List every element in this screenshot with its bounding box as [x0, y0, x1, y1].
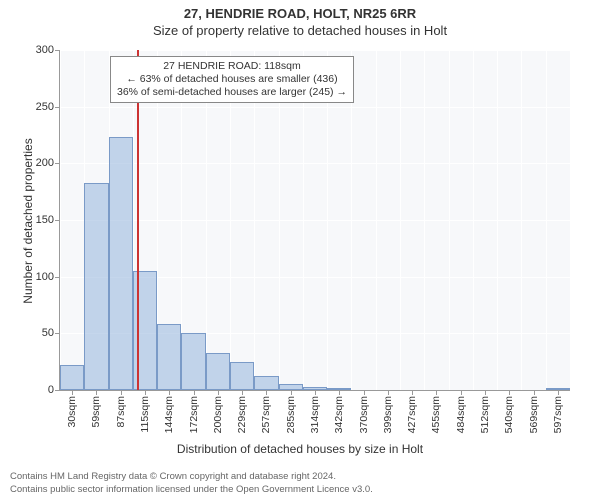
footer-line2: Contains public sector information licen… [10, 484, 373, 496]
x-tick-label: 427sqm [406, 396, 418, 433]
footer-line1: Contains HM Land Registry data © Crown c… [10, 471, 373, 483]
x-tick-label: 257sqm [260, 396, 272, 433]
y-tick-label: 300 [0, 44, 54, 56]
histogram-bar [206, 353, 230, 390]
footer-attribution: Contains HM Land Registry data © Crown c… [10, 471, 373, 496]
chart-title-main: 27, HENDRIE ROAD, HOLT, NR25 6RR [0, 0, 600, 21]
chart-container: 27, HENDRIE ROAD, HOLT, NR25 6RR Size of… [0, 0, 600, 500]
x-tick-label: 87sqm [115, 396, 127, 428]
x-tick-label: 455sqm [430, 396, 442, 433]
annotation-line3: 36% of semi-detached houses are larger (… [117, 86, 347, 99]
x-tick-label: 342sqm [333, 396, 345, 433]
histogram-bar [254, 376, 278, 390]
x-tick-label: 30sqm [66, 396, 78, 428]
x-tick-label: 484sqm [455, 396, 467, 433]
x-tick-label: 172sqm [188, 396, 200, 433]
histogram-bar [109, 137, 133, 390]
x-tick-label: 597sqm [552, 396, 564, 433]
annotation-line1: 27 HENDRIE ROAD: 118sqm [117, 60, 347, 73]
plot-area: 27 HENDRIE ROAD: 118sqm ← 63% of detache… [60, 50, 570, 390]
y-tick-label: 0 [0, 384, 54, 396]
x-tick-label: 115sqm [139, 396, 151, 433]
x-tick-label: 370sqm [358, 396, 370, 433]
y-tick-label: 250 [0, 101, 54, 113]
histogram-bar [157, 324, 181, 390]
histogram-bar [181, 333, 205, 390]
x-tick-label: 314sqm [309, 396, 321, 433]
histogram-bar [230, 362, 254, 390]
x-tick-label: 399sqm [382, 396, 394, 433]
y-tick-label: 200 [0, 157, 54, 169]
y-tick-label: 100 [0, 271, 54, 283]
chart-title-sub: Size of property relative to detached ho… [0, 21, 600, 38]
x-tick-label: 540sqm [503, 396, 515, 433]
x-tick-label: 144sqm [163, 396, 175, 433]
x-tick-label: 569sqm [528, 396, 540, 433]
x-tick-label: 285sqm [285, 396, 297, 433]
annotation-line2: ← 63% of detached houses are smaller (43… [117, 73, 347, 86]
x-axis-label: Distribution of detached houses by size … [0, 442, 600, 456]
y-tick-label: 150 [0, 214, 54, 226]
x-tick-label: 229sqm [236, 396, 248, 433]
y-axis-line [59, 50, 60, 390]
histogram-bar [84, 183, 108, 390]
x-tick-label: 59sqm [90, 396, 102, 428]
x-tick-label: 512sqm [479, 396, 491, 433]
annotation-box: 27 HENDRIE ROAD: 118sqm ← 63% of detache… [110, 56, 354, 103]
y-tick-label: 50 [0, 327, 54, 339]
x-tick-label: 200sqm [212, 396, 224, 433]
histogram-bar [60, 365, 84, 390]
